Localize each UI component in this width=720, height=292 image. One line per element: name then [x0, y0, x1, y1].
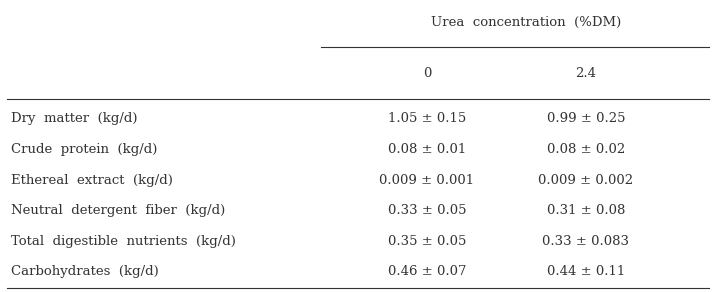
Text: 0.99 ± 0.25: 0.99 ± 0.25: [546, 112, 625, 125]
Text: 1.05 ± 0.15: 1.05 ± 0.15: [388, 112, 466, 125]
Text: 0.009 ± 0.002: 0.009 ± 0.002: [539, 173, 634, 187]
Text: Carbohydrates  (kg/d): Carbohydrates (kg/d): [11, 265, 158, 278]
Text: 2.4: 2.4: [575, 67, 596, 79]
Text: 0: 0: [423, 67, 431, 79]
Text: 0.44 ± 0.11: 0.44 ± 0.11: [546, 265, 625, 278]
Text: Neutral  detergent  fiber  (kg/d): Neutral detergent fiber (kg/d): [11, 204, 225, 217]
Text: 0.08 ± 0.01: 0.08 ± 0.01: [388, 143, 466, 156]
Text: 0.33 ± 0.083: 0.33 ± 0.083: [542, 235, 629, 248]
Text: Crude  protein  (kg/d): Crude protein (kg/d): [11, 143, 157, 156]
Text: Urea  concentration  (%DM): Urea concentration (%DM): [431, 16, 621, 29]
Text: 0.08 ± 0.02: 0.08 ± 0.02: [546, 143, 625, 156]
Text: 0.31 ± 0.08: 0.31 ± 0.08: [546, 204, 625, 217]
Text: Ethereal  extract  (kg/d): Ethereal extract (kg/d): [11, 173, 173, 187]
Text: Total  digestible  nutrients  (kg/d): Total digestible nutrients (kg/d): [11, 235, 235, 248]
Text: 0.33 ± 0.05: 0.33 ± 0.05: [388, 204, 467, 217]
Text: 0.46 ± 0.07: 0.46 ± 0.07: [388, 265, 467, 278]
Text: 0.009 ± 0.001: 0.009 ± 0.001: [379, 173, 474, 187]
Text: 0.35 ± 0.05: 0.35 ± 0.05: [388, 235, 467, 248]
Text: Dry  matter  (kg/d): Dry matter (kg/d): [11, 112, 138, 125]
